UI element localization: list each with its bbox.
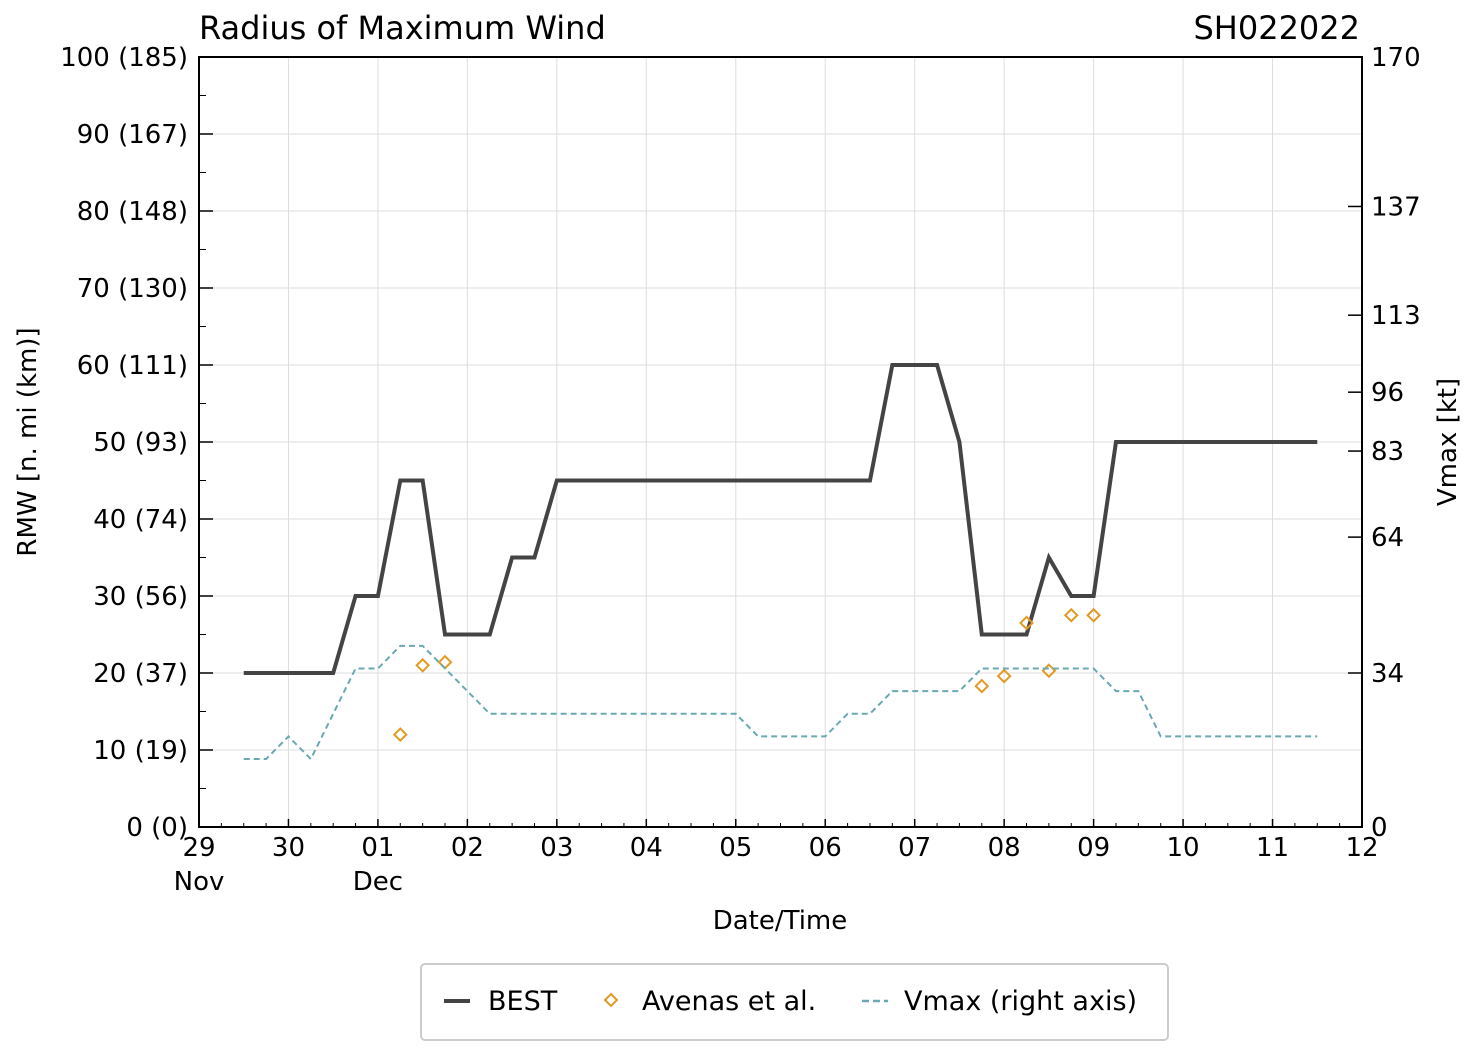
y-tick-label: 80 (148) — [77, 197, 188, 227]
legend-best-label: BEST — [488, 986, 558, 1017]
x-tick-label: 02 — [451, 833, 484, 863]
y2-axis-title: Vmax [kt] — [1433, 378, 1463, 506]
avenas-point — [1041, 663, 1057, 679]
avenas-point — [1086, 607, 1102, 623]
y-axis-title: RMW [n. mi (km)] — [13, 327, 43, 556]
x-tick-sublabel: Nov — [174, 867, 225, 897]
x-tick-label: 08 — [988, 833, 1021, 863]
avenas-point — [1063, 607, 1079, 623]
x-tick-label: 05 — [719, 833, 752, 863]
storm-id: SH022022 — [1193, 9, 1360, 47]
y-tick-label: 100 (185) — [60, 43, 188, 73]
y2-tick-label: 64 — [1371, 523, 1404, 553]
x-tick-label: 10 — [1167, 833, 1200, 863]
legend-vmax-label: Vmax (right axis) — [904, 986, 1137, 1017]
y2-tick-label: 83 — [1371, 437, 1404, 467]
y2-tick-label: 137 — [1371, 192, 1421, 222]
x-tick-label: 12 — [1345, 833, 1378, 863]
y2-tick-label: 34 — [1371, 659, 1404, 689]
avenas-point — [996, 668, 1012, 684]
best-line — [243, 363, 1318, 675]
avenas-point — [392, 727, 408, 743]
y2-tick-label: 96 — [1371, 378, 1404, 408]
y2-tick-label: 170 — [1371, 43, 1421, 73]
y-tick-label: 40 (74) — [93, 505, 188, 535]
series-layer — [243, 363, 1318, 761]
legend: BEST Avenas et al. Vmax (right axis) — [420, 963, 1169, 1041]
legend-avenas-swatch — [603, 992, 619, 1008]
x-tick-label: 29 — [182, 833, 215, 863]
avenas-point — [415, 657, 431, 673]
y-tick-label: 70 (130) — [77, 274, 188, 304]
y-tick-label: 0 (0) — [126, 813, 188, 843]
y-tick-label: 60 (111) — [77, 351, 188, 381]
y-tick-label: 10 (19) — [93, 736, 188, 766]
y-tick-label: 20 (37) — [93, 659, 188, 689]
avenas-point — [1019, 615, 1034, 631]
x-tick-label: 09 — [1077, 833, 1110, 863]
avenas-point — [437, 654, 453, 670]
tick-marks — [198, 56, 1363, 828]
x-tick-label: 06 — [809, 833, 842, 863]
x-tick-label: 04 — [630, 833, 663, 863]
y-tick-label: 30 (56) — [93, 582, 188, 612]
y-tick-label: 50 (93) — [93, 428, 188, 458]
legend-box — [420, 963, 1169, 1041]
x-axis-title: Date/Time — [713, 906, 848, 936]
x-tick-label: 01 — [361, 833, 394, 863]
chart-title: Radius of Maximum Wind — [199, 9, 606, 47]
x-tick-label: 07 — [898, 833, 931, 863]
tick-labels: 29 Nov 30 01 Dec 02 03 04 05 06 07 08 09 10 11 12 0 (0) 1… — [60, 43, 1420, 897]
avenas-point — [974, 678, 990, 694]
x-tick-label: 30 — [272, 833, 305, 863]
x-tick-sublabel: Dec — [353, 867, 403, 897]
y2-tick-label: 0 — [1371, 813, 1388, 843]
vmax-line — [243, 644, 1318, 761]
x-tick-label: 03 — [540, 833, 573, 863]
y2-tick-label: 113 — [1371, 301, 1421, 331]
y-tick-label: 90 (167) — [77, 120, 188, 150]
x-tick-label: 11 — [1256, 833, 1289, 863]
legend-avenas-label: Avenas et al. — [642, 986, 816, 1017]
